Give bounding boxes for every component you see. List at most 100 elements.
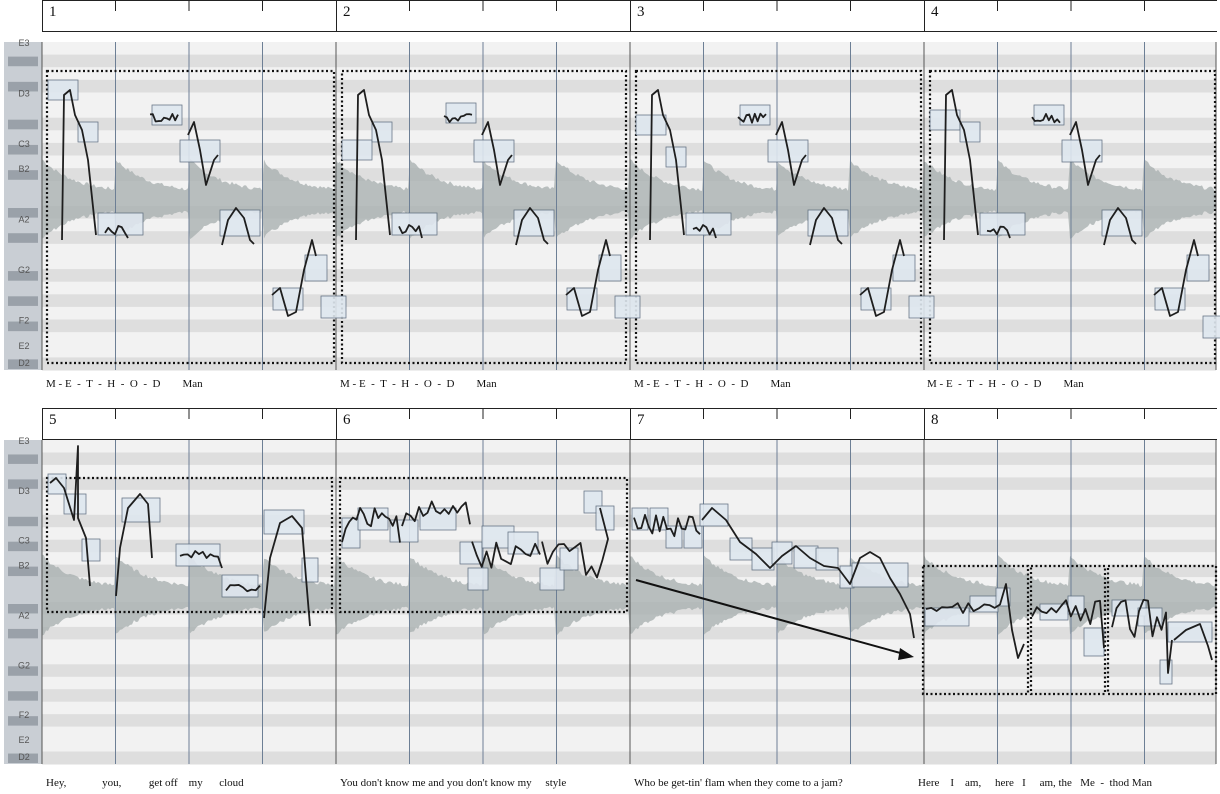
note-box [1202, 315, 1220, 339]
pitch-roll-top: E3 D3 C3 B2 A2 G2 F2 E2 D2 [4, 0, 1220, 371]
black-key [8, 208, 38, 218]
pitch-band [42, 639, 1216, 653]
note-box [699, 503, 729, 527]
pitch-curve [943, 89, 979, 241]
black-key [8, 628, 38, 639]
pitch-band [42, 79, 1216, 93]
note-box [320, 295, 347, 319]
pitch-label: C3 [18, 536, 30, 546]
black-key [8, 454, 38, 464]
note-box [979, 212, 1026, 236]
pitch-band [42, 344, 1216, 358]
bar-number: 5 [49, 412, 57, 428]
phrase-frame [1106, 564, 1218, 696]
pitch-band [42, 676, 1216, 690]
pitch-curve [1173, 623, 1213, 661]
pitch-curve [737, 112, 767, 124]
pitch-curve [1103, 207, 1137, 246]
black-key [8, 541, 38, 552]
pitch-band [42, 651, 1216, 665]
pitch-curve [149, 113, 179, 123]
pitch-curve [515, 207, 549, 246]
pitch-curve [341, 507, 401, 543]
trend-arrow [635, 579, 905, 655]
pitch-band [42, 689, 1216, 703]
keyboard-column [4, 440, 42, 764]
pitch-curve [443, 113, 473, 123]
pitch-band [42, 726, 1216, 740]
phrase-frame [45, 69, 336, 365]
pitch-label: A2 [18, 610, 29, 620]
pitch-label: E3 [18, 38, 29, 48]
pitch-band [42, 464, 1216, 478]
pitch-label: B2 [18, 164, 29, 174]
pitch-band [42, 514, 1216, 528]
black-key [8, 296, 38, 306]
pitch-band [42, 54, 1216, 68]
note-box [459, 541, 483, 565]
pitch-curve [179, 550, 223, 569]
note-box [559, 547, 579, 571]
lyrics-bar-6: You don't know me and you don't know my … [340, 777, 567, 789]
pitch-label: F2 [19, 710, 30, 720]
note-box [892, 254, 916, 282]
bar-header-4: 4 [924, 0, 1217, 32]
note-box [47, 473, 67, 495]
system-1: 1 2 3 4 E3 D3 C3 B2 A2 G2 F2 E2 D2 M - E - T - H… [4, 0, 1220, 390]
pitch-curve [1031, 599, 1105, 649]
note-box [1154, 287, 1186, 311]
pitch-curve [1069, 121, 1101, 186]
pitch-band [42, 92, 1216, 106]
black-key [8, 566, 38, 577]
bar-number: 3 [637, 4, 645, 20]
black-key [8, 56, 38, 67]
pitch-label: D2 [18, 752, 30, 762]
note-box [77, 121, 99, 143]
note-box [851, 562, 909, 588]
bar-number: 1 [49, 4, 57, 20]
note-box [614, 295, 641, 319]
black-key [8, 604, 38, 614]
lyrics-bar-2: M - E - T - H - O - D Man [340, 378, 497, 390]
pitch-label: G2 [18, 660, 30, 670]
note-box [793, 545, 819, 569]
pitch-band [42, 664, 1216, 678]
pitch-label: F2 [19, 316, 30, 326]
pitch-curve [859, 239, 905, 317]
phrase-frame [338, 476, 629, 614]
note-box [47, 79, 79, 101]
pitch-curve [1153, 239, 1199, 317]
pitch-curve [1031, 113, 1061, 124]
pitch-curve [481, 121, 513, 186]
pitch-curve [1111, 598, 1173, 674]
pitch-label: D3 [18, 486, 30, 496]
pitch-curve [225, 584, 261, 593]
pitch-label: E3 [18, 436, 29, 446]
black-key [8, 716, 38, 726]
note-box [683, 525, 703, 549]
pitch-curve [49, 445, 91, 587]
pitch-curve [401, 500, 471, 527]
note-box [566, 287, 598, 311]
pitch-curve [398, 224, 423, 239]
pitch-band [42, 440, 1216, 453]
note-box [908, 295, 935, 319]
pitch-curve [104, 225, 129, 239]
pitch-band [42, 332, 1216, 346]
black-key [8, 666, 38, 676]
pitch-band [42, 527, 1216, 541]
black-key [8, 271, 38, 281]
pitch-curve [925, 583, 1025, 659]
lyrics-bar-7: Who be get-tin' flam when they come to a… [634, 777, 843, 789]
pitch-curve [986, 225, 1011, 239]
bar-number: 6 [343, 412, 351, 428]
pitch-curve [649, 89, 685, 241]
pitch-label: B2 [18, 561, 29, 571]
note-box [598, 254, 622, 282]
pitch-curve [809, 207, 843, 246]
pitch-curve [115, 493, 153, 597]
system-2: 5 6 7 8 E3 D3 C3 B2 A2 G2 F2 E2 D2 Hey, you, get… [0, 408, 1220, 794]
lyrics-bar-5: Hey, you, get off my cloud [46, 777, 244, 789]
pitch-band [42, 701, 1216, 715]
phrase-frame [921, 564, 1030, 696]
